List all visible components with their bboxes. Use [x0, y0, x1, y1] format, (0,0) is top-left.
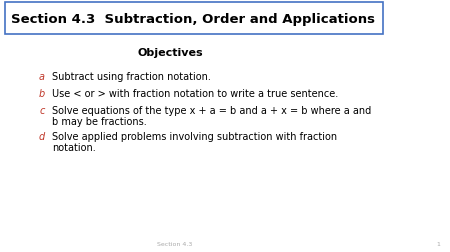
Text: notation.: notation.: [52, 142, 96, 152]
Text: Subtract using fraction notation.: Subtract using fraction notation.: [52, 72, 211, 82]
Text: 1: 1: [436, 241, 440, 246]
Text: Objectives: Objectives: [137, 48, 203, 58]
Text: c: c: [39, 106, 45, 115]
Text: Solve applied problems involving subtraction with fraction: Solve applied problems involving subtrac…: [52, 132, 337, 141]
Text: Use < or > with fraction notation to write a true sentence.: Use < or > with fraction notation to wri…: [52, 89, 338, 99]
Text: Section 4.3: Section 4.3: [158, 241, 193, 246]
Text: b: b: [39, 89, 45, 99]
Text: Solve equations of the type x + a = b and a + x = b where a and: Solve equations of the type x + a = b an…: [52, 106, 371, 115]
Text: Section 4.3  Subtraction, Order and Applications: Section 4.3 Subtraction, Order and Appli…: [11, 12, 375, 25]
Text: a: a: [39, 72, 45, 82]
FancyBboxPatch shape: [5, 3, 383, 35]
Text: b may be fractions.: b may be fractions.: [52, 116, 147, 127]
Text: d: d: [39, 132, 45, 141]
